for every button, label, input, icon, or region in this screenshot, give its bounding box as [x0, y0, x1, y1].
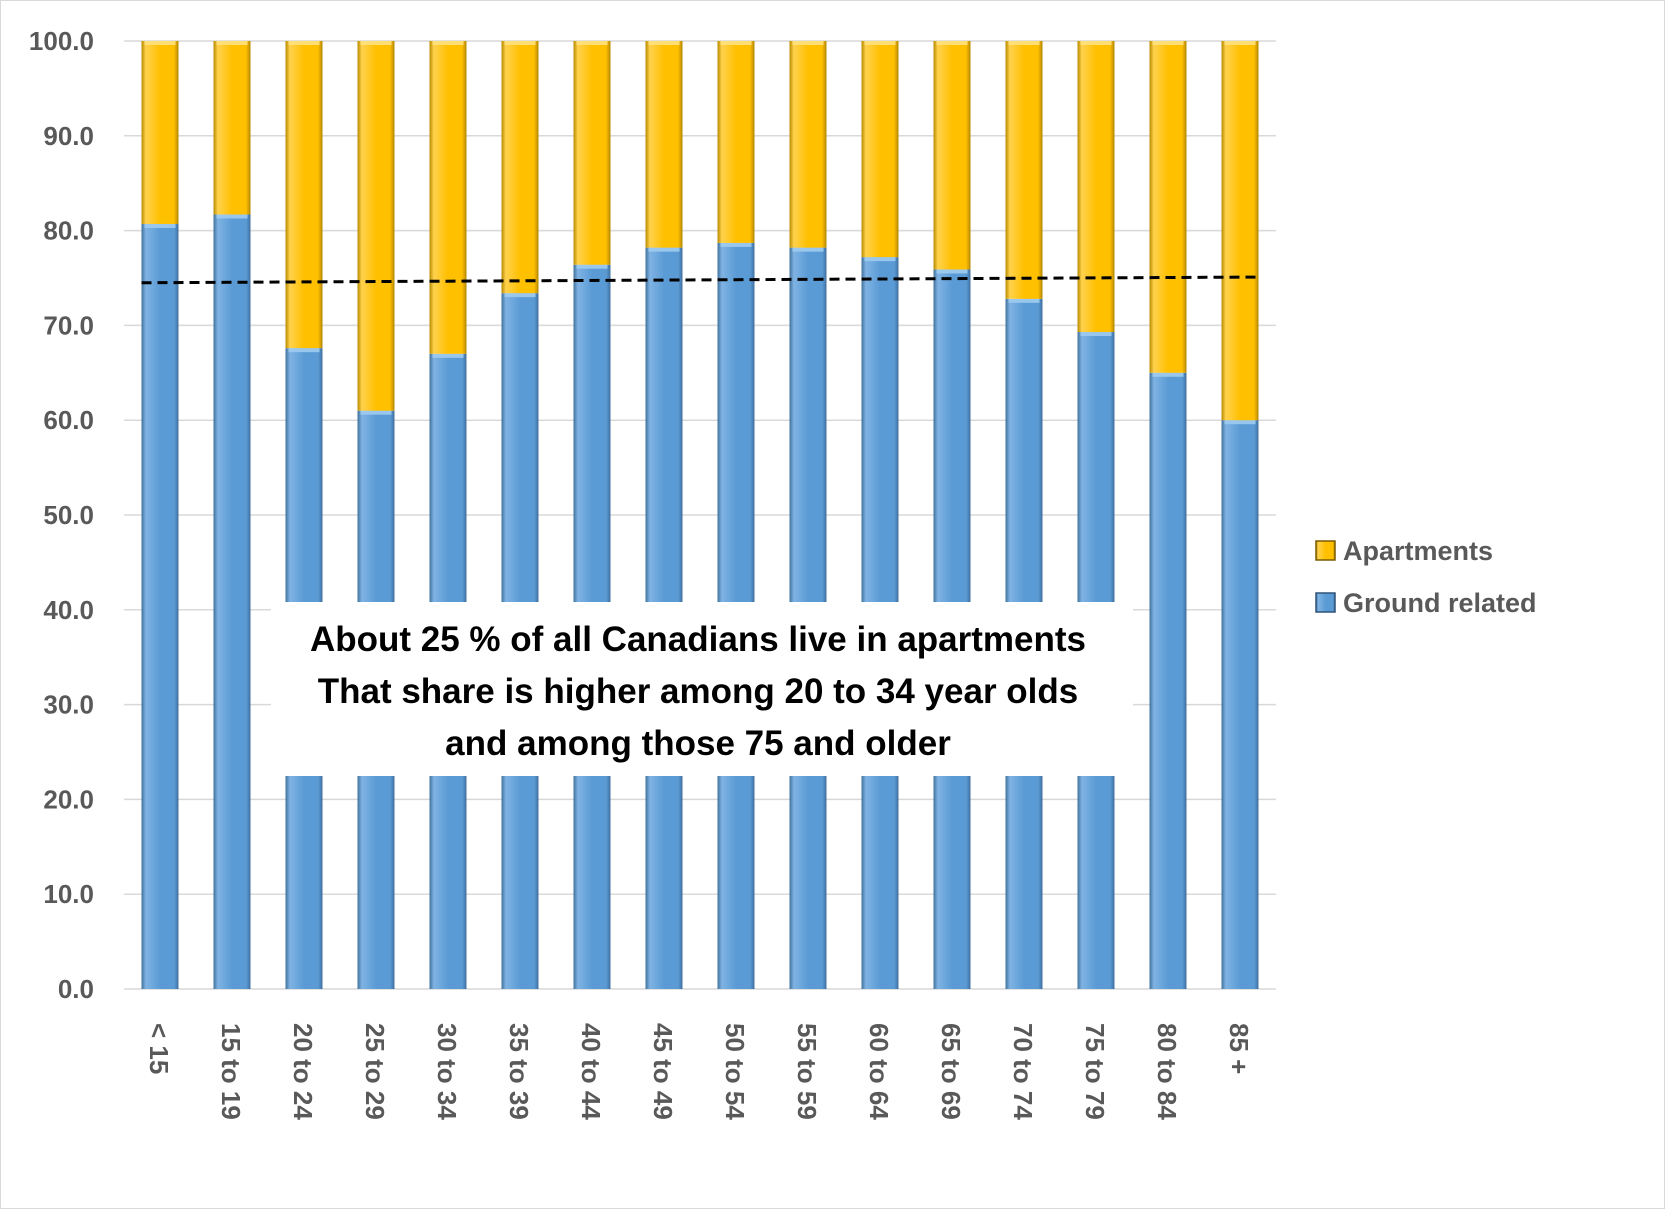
bar-apartments — [213, 41, 251, 215]
y-axis: 0.0 10.0 20.0 30.0 40.0 50.0 60.0 70.0 80.0 90.0 1… — [29, 26, 94, 1004]
bar-ground-related-bevel — [792, 247, 824, 252]
bar-ground-related-bevel — [1008, 298, 1040, 303]
bar-apartments — [1005, 41, 1043, 299]
annotation-text: and among those 75 and older — [445, 724, 951, 763]
x-tick-label: 75 to 79 — [1080, 1023, 1110, 1120]
x-tick-label: 55 to 59 — [792, 1023, 822, 1120]
bar-apartments-bevel — [1080, 41, 1112, 45]
bar-apartments-bevel — [648, 41, 680, 45]
y-tick-label: 90.0 — [43, 121, 94, 151]
bar-apartments — [285, 41, 323, 349]
bar-ground-related-bevel — [720, 242, 752, 247]
y-tick-label: 40.0 — [43, 595, 94, 625]
annotation: About 25 % of all Canadians live in apar… — [271, 602, 1133, 776]
x-tick-label: 50 to 54 — [720, 1023, 750, 1120]
bar-apartments — [429, 41, 467, 354]
x-tick-label: 60 to 64 — [864, 1023, 894, 1120]
bar-apartments — [357, 41, 395, 411]
y-tick-label: 50.0 — [43, 500, 94, 530]
y-tick-label: 80.0 — [43, 216, 94, 246]
x-tick-label: 65 to 69 — [936, 1023, 966, 1120]
bar-apartments — [1149, 41, 1187, 373]
y-tick-label: 100.0 — [29, 26, 94, 56]
bar-ground-related-bevel — [216, 214, 248, 219]
bar-apartments-bevel — [216, 41, 248, 45]
legend-label: Apartments — [1343, 536, 1493, 566]
bar-ground-related — [213, 214, 251, 989]
bar-ground-related — [141, 223, 179, 990]
bar-apartments — [1221, 41, 1259, 421]
annotation-text: That share is higher among 20 to 34 year… — [318, 672, 1079, 711]
y-tick-label: 10.0 — [43, 879, 94, 909]
bar-apartments — [861, 41, 899, 258]
trendline — [141, 275, 1259, 285]
bar-ground-related-bevel — [288, 348, 320, 353]
y-tick-label: 30.0 — [43, 690, 94, 720]
bar-ground-related — [1221, 420, 1259, 989]
x-tick-label: 35 to 39 — [504, 1023, 534, 1120]
bar-apartments-bevel — [144, 41, 176, 45]
bar-apartments-bevel — [864, 41, 896, 45]
bar-apartments-bevel — [720, 41, 752, 45]
bar-apartments — [501, 41, 539, 294]
bar-apartments — [573, 41, 611, 265]
x-tick-label: 80 to 84 — [1152, 1023, 1182, 1120]
x-tick-label: 85 + — [1224, 1023, 1254, 1074]
bar-apartments — [933, 41, 971, 270]
bar-ground-related-bevel — [864, 257, 896, 262]
x-tick-label: 40 to 44 — [576, 1023, 606, 1120]
bar-apartments — [789, 41, 827, 248]
x-tick-label: < 15 — [144, 1023, 174, 1074]
y-tick-label: 20.0 — [43, 784, 94, 814]
x-tick-label: 70 to 74 — [1008, 1023, 1038, 1120]
legend-swatch — [1315, 540, 1336, 561]
bar-apartments-bevel — [1008, 41, 1040, 45]
x-tick-label: 20 to 24 — [288, 1023, 318, 1120]
y-tick-label: 0.0 — [58, 974, 94, 1004]
bar-apartments-bevel — [792, 41, 824, 45]
bar-apartments-bevel — [432, 41, 464, 45]
legend-label: Ground related — [1343, 588, 1537, 618]
x-tick-label: 15 to 19 — [216, 1023, 246, 1120]
bar-ground-related-bevel — [144, 223, 176, 228]
bar-ground-related-bevel — [936, 269, 968, 274]
bar-ground-related-bevel — [360, 410, 392, 415]
bar-apartments-bevel — [288, 41, 320, 45]
x-axis: < 15 15 to 19 20 to 24 25 to 29 30 to 34 35 t… — [144, 1023, 1254, 1120]
bar-ground-related-bevel — [504, 293, 536, 298]
trendline — [141, 275, 1259, 285]
bar-ground-related-bevel — [432, 353, 464, 358]
bar-ground-related-bevel — [648, 247, 680, 252]
bar-apartments-bevel — [1224, 41, 1256, 45]
y-tick-label: 70.0 — [43, 310, 94, 340]
bar-apartments-bevel — [504, 41, 536, 45]
bar-ground-related-bevel — [1224, 420, 1256, 425]
annotation-text: About 25 % of all Canadians live in apar… — [310, 620, 1086, 659]
bar-apartments-bevel — [936, 41, 968, 45]
bar-ground-related-bevel — [1080, 332, 1112, 337]
annotation-box — [271, 602, 1133, 776]
legend: Apartments Ground related — [1315, 536, 1537, 618]
bar-apartments-bevel — [576, 41, 608, 45]
bar-apartments — [717, 41, 755, 243]
x-tick-label: 45 to 49 — [648, 1023, 678, 1120]
bar-apartments-bevel — [360, 41, 392, 45]
x-tick-label: 25 to 29 — [360, 1023, 390, 1120]
legend-swatch — [1315, 592, 1336, 613]
y-tick-label: 60.0 — [43, 405, 94, 435]
bar-apartments — [1077, 41, 1115, 333]
bar-ground-related-bevel — [1152, 372, 1184, 377]
bar-ground-related-bevel — [576, 264, 608, 269]
bar-apartments-bevel — [1152, 41, 1184, 45]
bar-ground-related — [1149, 372, 1187, 989]
bar-apartments — [141, 41, 179, 224]
bar-apartments — [645, 41, 683, 248]
x-tick-label: 30 to 34 — [432, 1023, 462, 1120]
